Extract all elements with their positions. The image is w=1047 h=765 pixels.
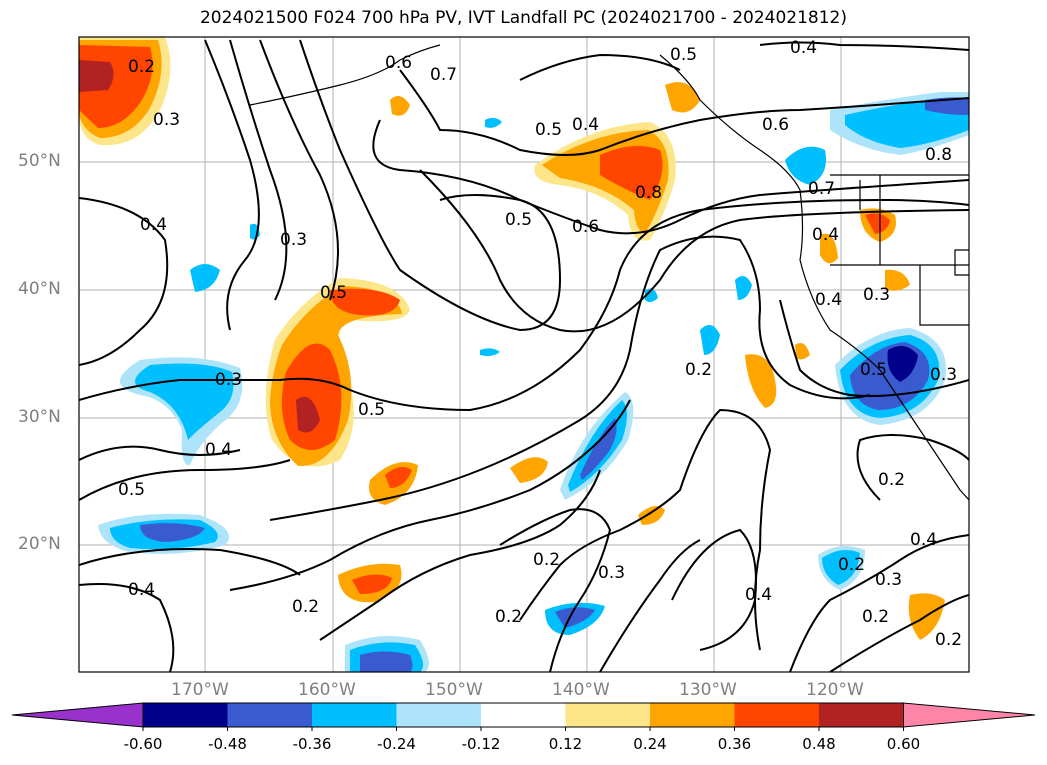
contour-label: 0.2 [128,57,155,77]
contour-label: 0.3 [280,230,307,250]
contour-label: 0.5 [118,480,145,500]
contour-label: 0.2 [935,630,962,650]
contour-label: 0.6 [762,115,789,135]
gridlines [79,37,969,672]
contour-label: 0.7 [430,65,457,85]
lat-label: 40°N [18,279,61,299]
contour-label: 0.7 [808,179,835,199]
contour-label: 0.2 [533,550,560,570]
contour-label: 0.2 [685,360,712,380]
contour-label: 0.2 [838,555,865,575]
contour-label: 0.3 [875,570,902,590]
contour-label: 0.5 [320,283,347,303]
lon-label: 120°W [806,680,864,700]
map-title: 2024021500 F024 700 hPa PV, IVT Landfall… [199,8,847,28]
contour-label: 0.4 [790,38,817,58]
map-frame [78,36,970,673]
lon-label: 150°W [425,680,483,700]
contour-label: 0.8 [925,145,952,165]
contour-label: 0.8 [635,183,662,203]
pv-fill-blobs [79,37,969,672]
contour-label: 0.2 [495,607,522,627]
contour-label: 0.4 [572,115,599,135]
contour-label: 0.2 [292,597,319,617]
coastlines [249,44,969,501]
contour-label: 0.5 [860,360,887,380]
contour-label: 0.4 [140,215,167,235]
lon-label: 160°W [298,680,356,700]
contour-label: 0.3 [598,563,625,583]
contour-label: 0.3 [863,285,890,305]
contour-label: 0.4 [745,585,772,605]
contour-label: 0.2 [862,607,889,627]
contour-label: 0.6 [572,217,599,237]
contour-label: 0.4 [812,225,839,245]
contour-label: 0.5 [535,120,562,140]
contour-label: 0.2 [878,470,905,490]
lon-label: 140°W [552,680,610,700]
lon-label: 170°W [171,680,229,700]
contour-label: 0.3 [215,370,242,390]
contour-label: 0.3 [153,110,180,130]
contour-label: 0.5 [670,45,697,65]
contour-label: 0.4 [910,530,937,550]
contour-label: 0.5 [505,210,532,230]
contour-labels: 0.2 0.3 0.4 0.3 0.5 0.3 0.4 0.5 0.4 0.2 … [118,38,962,650]
pv-contours [79,39,969,672]
contour-label: 0.3 [930,365,957,385]
lon-label: 130°W [679,680,737,700]
contour-label: 0.5 [358,400,385,420]
contour-label: 0.4 [205,440,232,460]
contour-label: 0.4 [815,290,842,310]
lat-label: 20°N [18,534,61,554]
lat-label: 50°N [18,151,61,171]
contour-label: 0.6 [385,53,412,73]
contour-label: 0.4 [128,580,155,600]
lat-label: 30°N [18,407,61,427]
